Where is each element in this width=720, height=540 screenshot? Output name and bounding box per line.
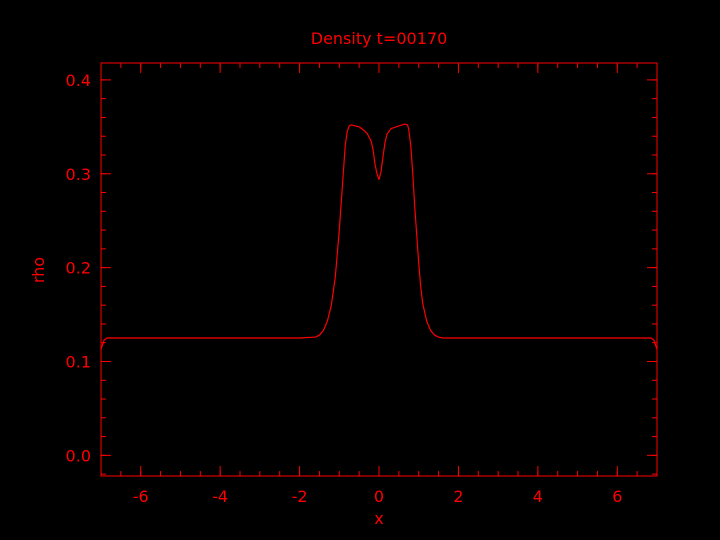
x-tick-label: -6 xyxy=(133,487,149,506)
y-tick-label: 0.2 xyxy=(66,259,91,278)
x-tick-label: -2 xyxy=(292,487,308,506)
chart-title: Density t=00170 xyxy=(311,29,448,48)
x-axis-label: x xyxy=(374,509,383,528)
y-tick-label: 0.1 xyxy=(66,352,91,371)
x-tick-label: 2 xyxy=(453,487,463,506)
axis-ticks xyxy=(100,63,658,476)
plot-frame xyxy=(100,62,658,477)
x-tick-label: -4 xyxy=(212,487,228,506)
x-tick-label: 4 xyxy=(533,487,543,506)
y-tick-label: 0.0 xyxy=(66,446,91,465)
tick-labels: -6 -4 -2 0 2 4 6 0.0 0.1 0.2 0.3 0.4 xyxy=(66,71,623,506)
y-tick-label: 0.4 xyxy=(66,71,91,90)
density-line xyxy=(100,123,658,350)
x-tick-label: 6 xyxy=(612,487,622,506)
series-group xyxy=(100,123,658,350)
x-tick-label: 0 xyxy=(374,487,384,506)
y-tick-label: 0.3 xyxy=(66,165,91,184)
y-axis-label: rho xyxy=(29,257,48,283)
